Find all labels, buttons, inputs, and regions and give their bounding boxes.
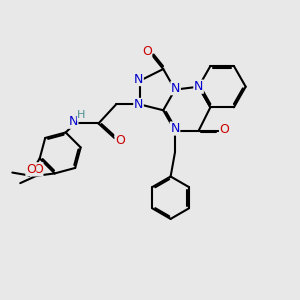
Text: N: N [194,80,203,93]
Text: N: N [170,122,180,135]
Text: O: O [220,123,230,136]
Text: N: N [171,82,180,95]
Text: H: H [77,110,86,120]
Text: O: O [115,134,125,147]
Text: N: N [68,115,78,128]
Text: O: O [26,163,36,176]
Text: O: O [33,163,43,176]
Text: O: O [142,45,152,58]
Text: N: N [134,73,143,85]
Text: N: N [134,98,143,111]
